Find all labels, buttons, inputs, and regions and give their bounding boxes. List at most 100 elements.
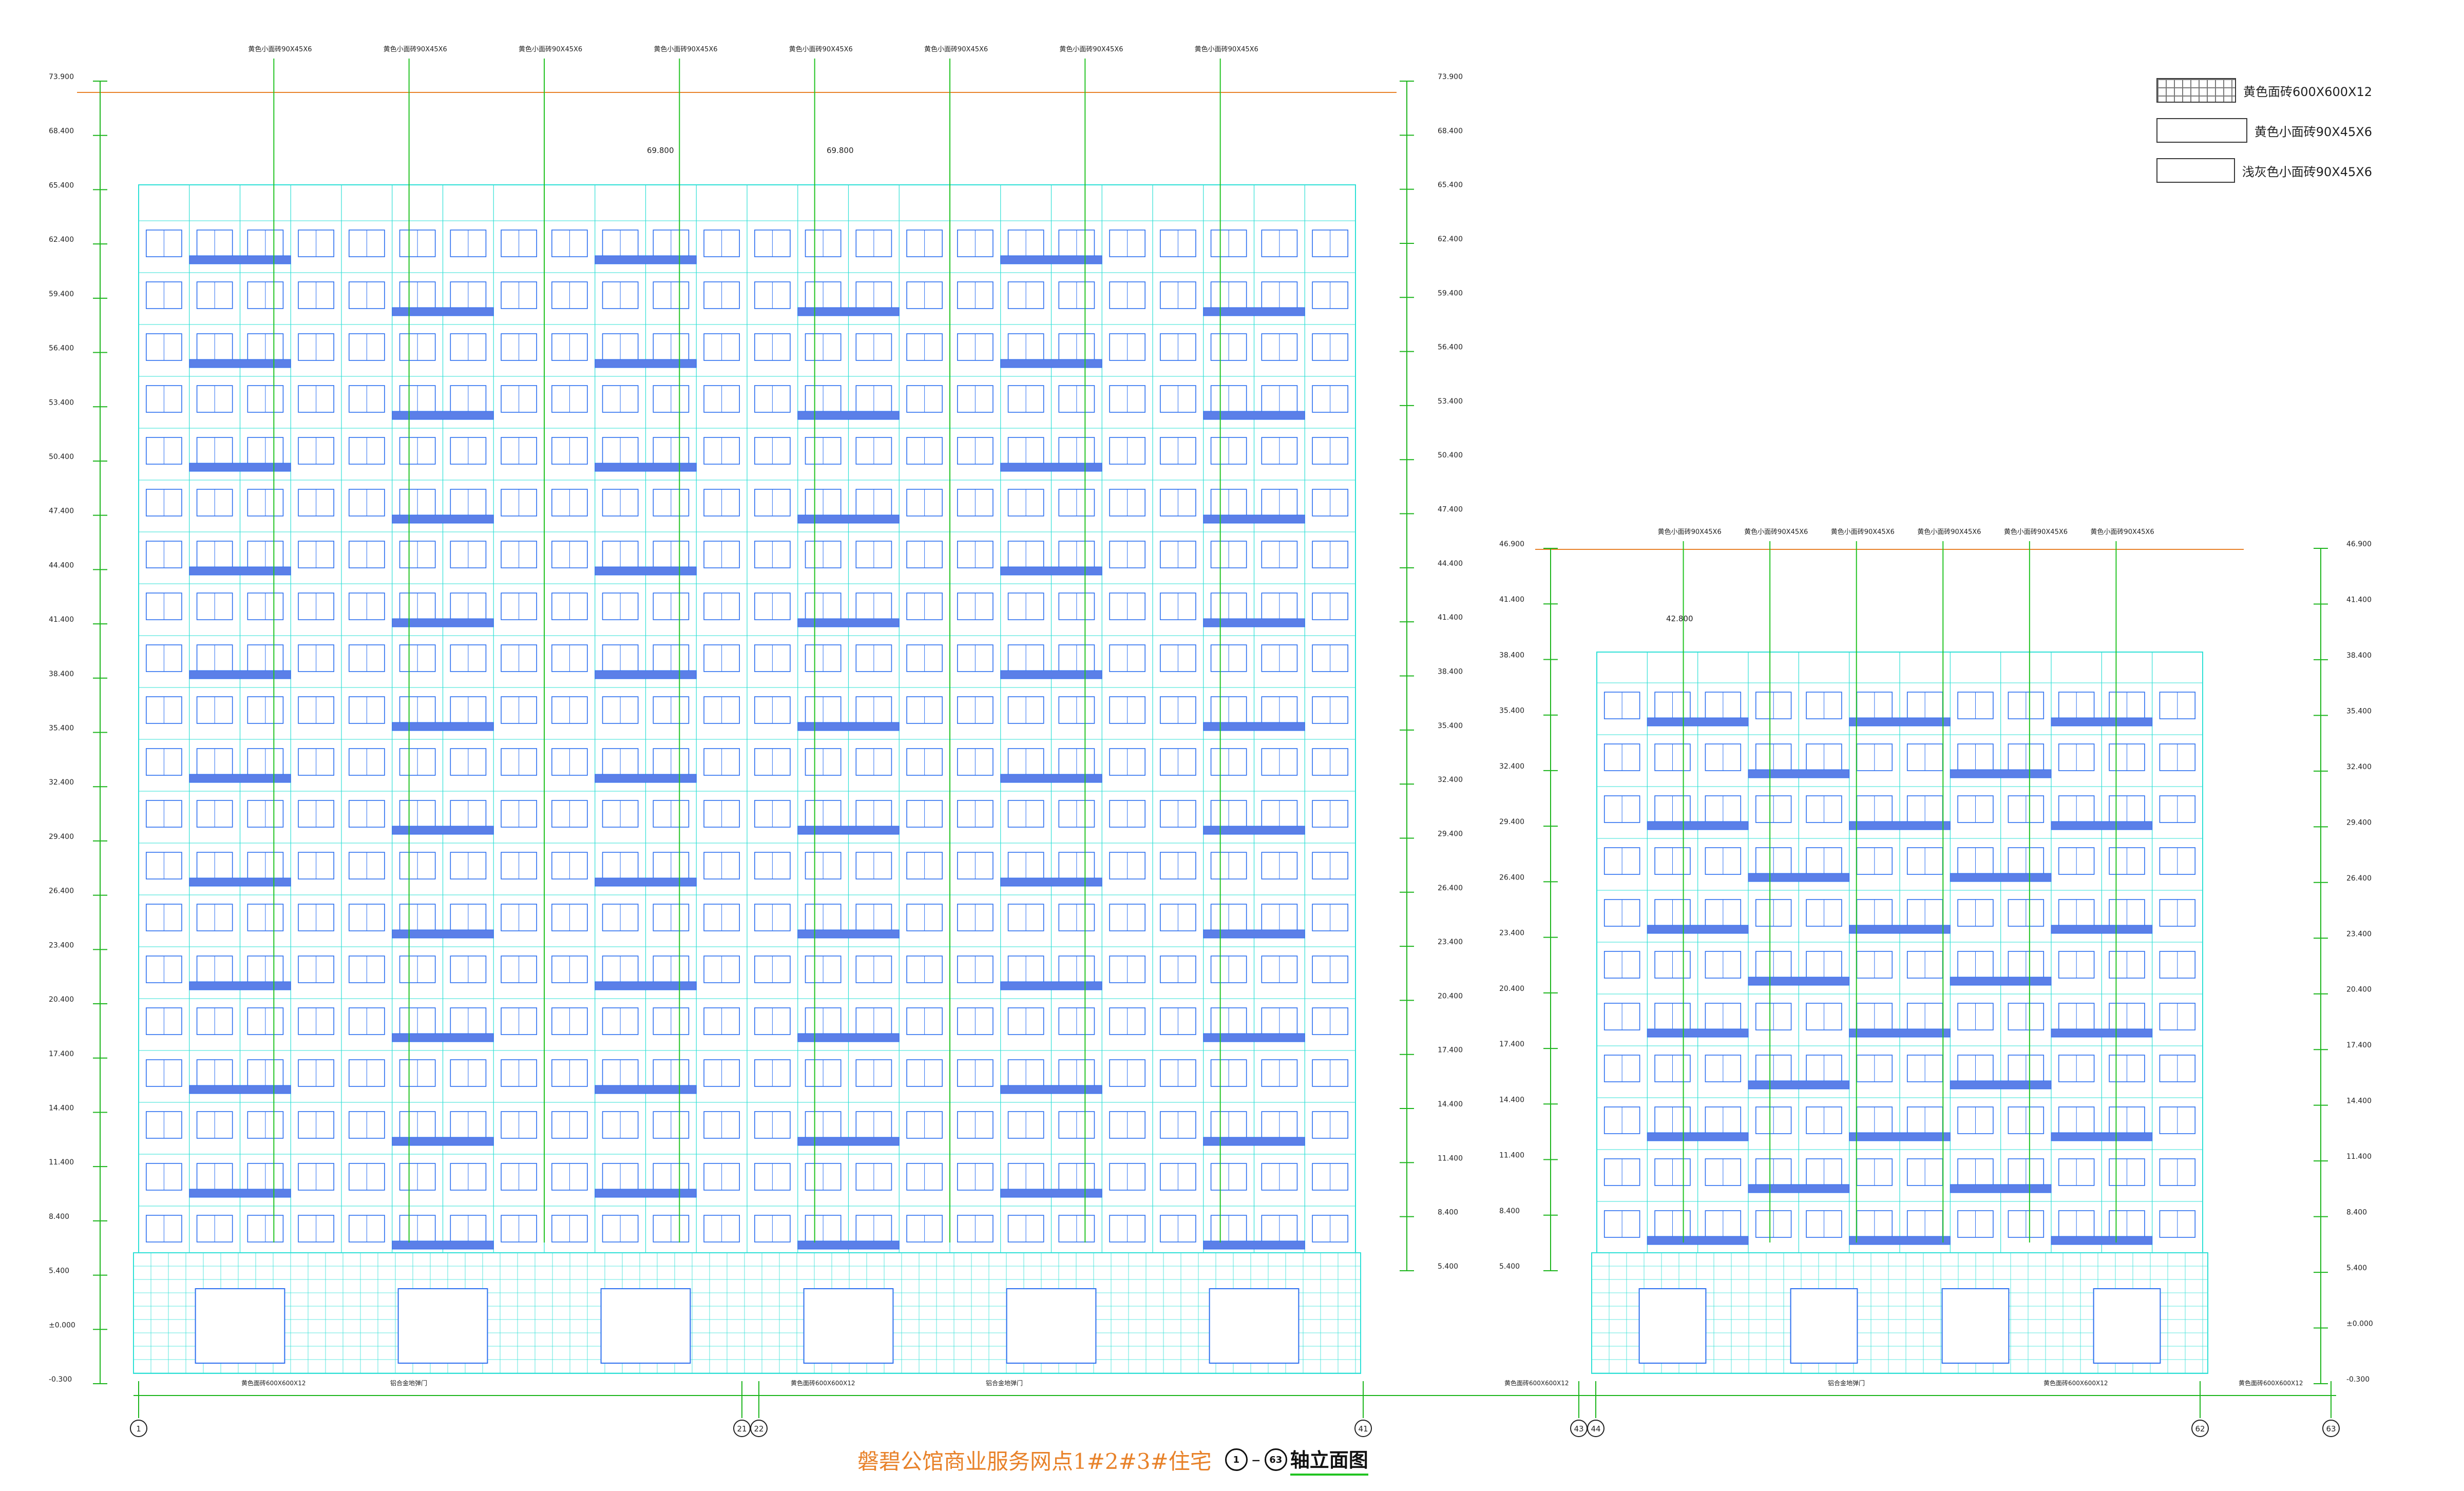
balcony-band [1203,618,1305,627]
level-label: 47.400 [49,507,74,515]
tile-plain-swatch [2156,118,2247,143]
balcony-band [1647,717,1749,727]
callout-label: 黄色小面砖90X45X6 [248,45,312,53]
balcony-band [1849,1132,1951,1141]
balcony-band [595,774,697,783]
level-label: 14.400 [1499,1096,1524,1104]
balcony-band [1203,307,1305,316]
balcony-band [1950,1080,2052,1089]
level-label: 59.400 [49,290,74,298]
balcony-band [595,877,697,887]
balcony-band [1748,1184,1850,1193]
axis-range-dash: – [1251,1449,1260,1470]
balcony-band [189,670,291,679]
base-note: 黄色面砖600X600X12 [2043,1379,2108,1387]
material-legend: 黄色面砖600X600X12 黄色小面砖90X45X6 浅灰色小面砖90X45X… [2156,77,2372,197]
balcony-band [1203,722,1305,731]
balcony-band [797,1240,900,1250]
axis-bubble [1354,1420,1372,1437]
balcony-band [1000,255,1102,264]
level-label: 17.400 [1499,1040,1524,1048]
balcony-band [1000,1189,1102,1198]
grid-axes: 1 21 22 41 43 44 62 63 [130,1381,2340,1437]
level-label: 47.400 [1438,506,1463,514]
level-label: 38.400 [1499,651,1524,659]
balcony-band [595,566,697,576]
balcony-band [189,1189,291,1198]
level-label: 17.400 [49,1050,74,1058]
podium-grid [133,1252,1361,1374]
shopfront [1006,1288,1097,1364]
level-label: 20.400 [49,996,74,1004]
balcony-band [595,463,697,472]
level-label: 53.400 [1438,397,1463,406]
level-label: 14.400 [1438,1100,1463,1108]
callout-label: 黄色小面砖90X45X6 [519,45,582,53]
balcony-band [1000,1085,1102,1094]
balcony-band [595,670,697,679]
level-label: 65.400 [49,181,74,189]
balcony-band [797,1033,900,1042]
balcony-band [797,618,900,627]
base-note: 黄色面砖600X600X12 [241,1379,306,1387]
level-label: 41.400 [1499,596,1524,604]
axis-bubble [2191,1420,2209,1437]
balcony-band [1849,1028,1951,1038]
balcony-band [1203,411,1305,420]
balcony-band [392,514,494,524]
callout-label: 黄色小面砖90X45X6 [1831,528,1895,536]
callout-leaders: 黄色小面砖90X45X6 黄色小面砖90X45X6 黄色小面砖90X45X6 黄色小面… [248,45,2154,1242]
callout-label: 黄色小面砖90X45X6 [1658,528,1722,536]
balcony-band [189,566,291,576]
level-label: 56.400 [1438,343,1463,352]
balcony-band [189,877,291,887]
balcony-band [797,826,900,835]
callout-label: 黄色小面砖90X45X6 [789,45,853,53]
shopfront [1790,1288,1858,1364]
balcony-band [2051,925,2153,934]
level-label: 68.400 [1438,127,1463,135]
level-label: 29.400 [49,833,74,841]
axis-bubble [2322,1420,2340,1437]
level-label: 41.400 [49,616,74,624]
axis-label: 43 [1574,1424,1583,1433]
balcony-band [1000,774,1102,783]
balcony-band [189,255,291,264]
balcony-band [392,411,494,420]
balcony-band [797,514,900,524]
balcony-band [1849,821,1951,830]
level-label: 50.400 [1438,451,1463,460]
window-grid [139,220,2203,1250]
shopfront [1209,1288,1300,1364]
level-label: 20.400 [2346,986,2372,994]
level-label: 29.400 [2346,818,2372,827]
level-label: 59.400 [1438,289,1463,297]
balcony-band [1647,821,1749,830]
balcony-band [2051,1028,2153,1038]
level-label: 35.400 [2346,707,2372,715]
shopfront [397,1288,488,1364]
level-label: 8.400 [2346,1209,2367,1217]
balcony-band [797,929,900,939]
level-label: 35.400 [1438,722,1463,730]
level-label: 62.400 [49,236,74,244]
podium-base: 黄色面砖600X600X12 铝合金地弹门 黄色面砖600X600X12 铝合金地弹门… [133,1252,2303,1387]
balcony-band [797,411,900,420]
balcony-band [1000,566,1102,576]
level-label: 8.400 [1499,1207,1520,1215]
legend-label: 黄色面砖600X600X12 [2243,84,2372,99]
level-label: 20.400 [1499,985,1524,993]
balcony-band [392,722,494,731]
roof-level-label: 69.800 [647,146,674,155]
level-label: 11.400 [49,1158,74,1167]
shopfront [1941,1288,2010,1364]
axis-label: 44 [1591,1424,1600,1433]
axis-label: 21 [737,1424,747,1433]
callout-label: 黄色小面砖90X45X6 [1917,528,1981,536]
level-label: 41.400 [1438,614,1463,622]
balcony-band [1647,1132,1749,1141]
level-label: 56.400 [49,345,74,353]
level-label: 35.400 [1499,707,1524,715]
level-label: 8.400 [49,1213,69,1221]
axis-bubble [1587,1420,1605,1437]
